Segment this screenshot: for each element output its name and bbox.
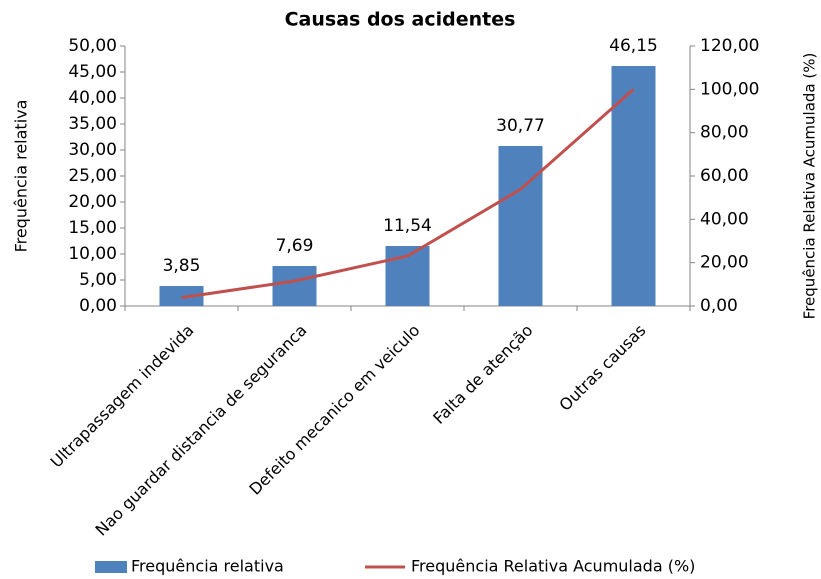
y-tick-label: 25,00 [68,166,117,186]
y-tick-label: 5,00 [79,270,117,290]
data-label: 7,69 [276,236,314,256]
y2-tick-label: 0,00 [700,296,738,316]
chart-title: Causas dos acidentes [285,9,516,31]
y-tick-label: 30,00 [68,140,117,160]
data-label: 11,54 [383,216,432,236]
x-tick-label: Outras causas [555,321,649,415]
y-tick-label: 15,00 [68,218,117,238]
y-tick-label: 35,00 [68,114,117,134]
data-label: 46,15 [609,36,658,56]
bar [159,285,204,306]
y-tick-label: 45,00 [68,62,117,82]
y2-tick-label: 20,00 [700,253,749,273]
legend-label: Frequência Relativa Acumulada (%) [411,557,695,576]
bar [611,66,656,307]
y-tick-label: 20,00 [68,192,117,212]
line [181,88,635,300]
y-tick-label: 40,00 [68,88,117,108]
y-tick-label: 0,00 [79,296,117,316]
x-tick-label: Nao guardar distancia de seguranca [92,321,311,540]
y2-tick-label: 100,00 [700,79,759,99]
y2-tick-label: 40,00 [700,209,749,229]
legend-swatch [95,561,127,573]
legend-label: Frequência relativa [131,557,284,576]
y2-tick-label: 120,00 [700,36,759,56]
data-label: 30,77 [496,116,545,136]
y2-tick-label: 60,00 [700,166,749,186]
bar [498,145,543,306]
x-tick-label: Falta de atenção [429,321,536,428]
y2-tick-label: 80,00 [700,123,749,143]
y2-axis-title: Frequência Relativa Acumulada (%) [801,53,819,320]
y-tick-label: 50,00 [68,36,117,56]
y-axis-title: Frequência relativa [12,100,31,253]
bar [272,266,317,306]
data-label: 3,85 [163,256,201,276]
y-tick-label: 10,00 [68,244,117,264]
